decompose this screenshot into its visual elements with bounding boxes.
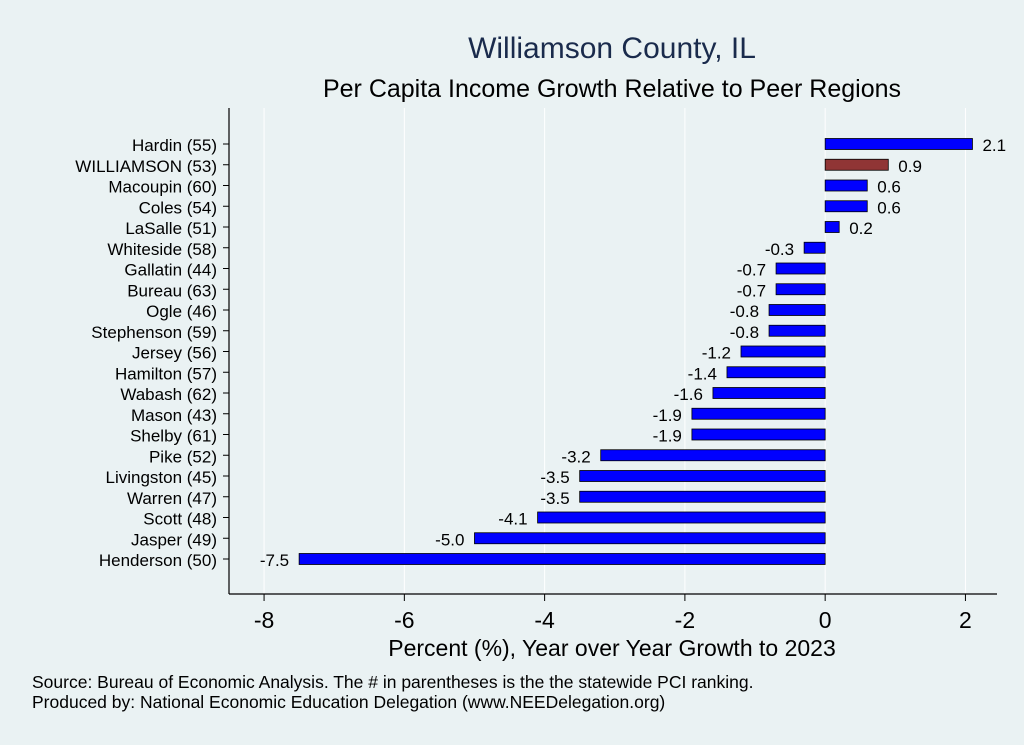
category-label: Livingston (45) xyxy=(105,468,217,487)
bar xyxy=(691,428,826,441)
bar xyxy=(768,304,826,316)
bar xyxy=(768,324,826,337)
category-label: Hamilton (57) xyxy=(115,364,217,383)
category-label: LaSalle (51) xyxy=(125,219,217,238)
bar xyxy=(726,366,826,379)
bar xyxy=(537,511,826,524)
x-tick-label: -2 xyxy=(675,607,695,633)
x-tick-label: 2 xyxy=(959,607,972,633)
category-label: Coles (54) xyxy=(139,198,217,217)
category-label: Shelby (61) xyxy=(130,427,217,446)
category-label: Wabash (62) xyxy=(120,385,217,404)
category-label: Henderson (50) xyxy=(99,551,217,570)
x-axis-title: Percent (%), Year over Year Growth to 20… xyxy=(388,635,836,661)
value-label: -0.8 xyxy=(730,302,759,321)
footer: Source: Bureau of Economic Analysis. The… xyxy=(32,672,753,712)
bar xyxy=(474,532,826,545)
x-tick-label: 0 xyxy=(819,607,832,633)
value-label: 0.2 xyxy=(849,219,873,238)
chart-title: Williamson County, IL xyxy=(468,32,756,65)
bar xyxy=(712,387,826,399)
value-label: -5.0 xyxy=(435,530,464,549)
category-label: Warren (47) xyxy=(127,489,217,508)
category-label: Bureau (63) xyxy=(127,281,217,300)
axes: -8 -6 -4 -2 0 2 xyxy=(223,108,997,633)
value-label: -1.9 xyxy=(653,427,682,446)
category-label: Mason (43) xyxy=(131,406,217,425)
value-label: -0.7 xyxy=(737,261,766,280)
bar xyxy=(691,407,826,420)
bar xyxy=(775,283,826,296)
value-label: -0.7 xyxy=(737,281,766,300)
value-label: -3.2 xyxy=(561,447,590,466)
bar xyxy=(824,179,868,192)
value-label: -1.6 xyxy=(674,385,703,404)
value-label: 0.6 xyxy=(877,198,901,217)
value-label: -0.3 xyxy=(765,240,794,259)
x-tick-label: -4 xyxy=(534,607,555,633)
category-label: Pike (52) xyxy=(149,447,217,466)
bar xyxy=(775,262,826,275)
bar xyxy=(740,345,826,358)
value-label: 0.6 xyxy=(877,178,901,197)
bar xyxy=(803,241,826,254)
value-label: -1.2 xyxy=(702,344,731,363)
chart-subtitle: Per Capita Income Growth Relative to Pee… xyxy=(323,75,901,103)
category-label: Gallatin (44) xyxy=(124,261,217,280)
category-label: WILLIAMSON (53) xyxy=(75,157,217,176)
category-label: Macoupin (60) xyxy=(108,178,217,197)
source-note: Source: Bureau of Economic Analysis. The… xyxy=(32,672,754,692)
bar-chart: Williamson County, IL Per Capita Income … xyxy=(75,32,1006,661)
producer-note: Produced by: National Economic Education… xyxy=(32,692,666,712)
category-label: Hardin (55) xyxy=(132,136,217,155)
category-label: Jasper (49) xyxy=(131,530,217,549)
category-label: Ogle (46) xyxy=(146,302,217,321)
value-label: -1.4 xyxy=(688,364,717,383)
bar xyxy=(579,490,826,503)
value-label: -3.5 xyxy=(540,489,569,508)
category-labels: Hardin (55) WILLIAMSON (53) Macoupin (60)C… xyxy=(75,136,217,570)
bar xyxy=(579,470,826,482)
x-tick-label: -6 xyxy=(394,607,414,633)
category-label: Jersey (56) xyxy=(132,344,217,363)
bar xyxy=(824,138,973,150)
value-label: -4.1 xyxy=(498,510,527,529)
bar xyxy=(600,449,826,462)
bar xyxy=(824,200,868,213)
value-label: -3.5 xyxy=(540,468,569,487)
value-label: 0.9 xyxy=(898,157,922,176)
bar xyxy=(824,158,889,171)
value-labels: 2.10.90.60.60.2-0.3-0.7-0.7-0.8-0.8-1.2-… xyxy=(260,136,1006,570)
value-label: 2.1 xyxy=(982,136,1006,155)
bars xyxy=(298,138,973,565)
bar xyxy=(298,553,826,565)
value-label: -1.9 xyxy=(653,406,682,425)
bar xyxy=(824,221,840,233)
category-label: Stephenson (59) xyxy=(91,323,217,342)
category-label: Scott (48) xyxy=(143,510,217,529)
category-label: Whiteside (58) xyxy=(107,240,217,259)
x-tick-label: -8 xyxy=(254,607,274,633)
value-label: -0.8 xyxy=(730,323,759,342)
value-label: -7.5 xyxy=(260,551,289,570)
